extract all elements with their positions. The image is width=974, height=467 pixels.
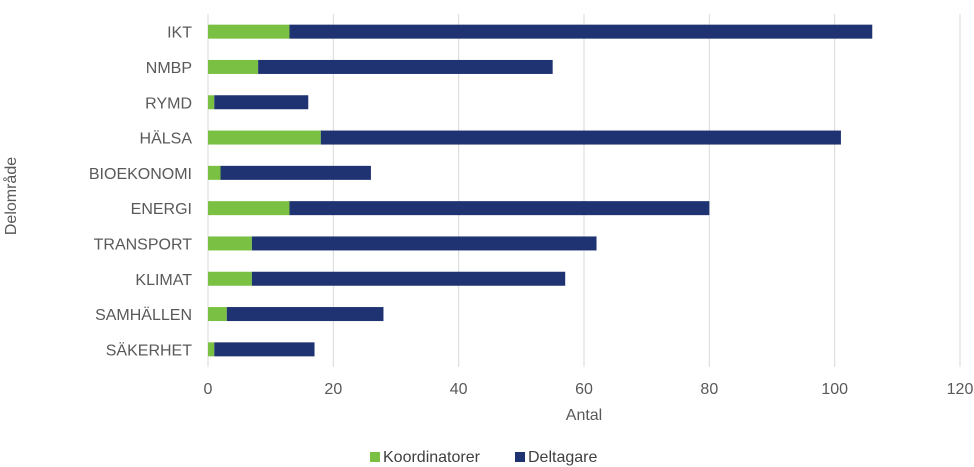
bar-deltagare-transport: [251, 236, 597, 251]
bar-deltagare-samhällen: [226, 307, 384, 322]
x-tick-label: 40: [450, 381, 468, 398]
bar-deltagare-rymd: [214, 95, 309, 110]
x-tick-label: 80: [700, 381, 718, 398]
category-labels: IKT NMBP RYMD HÄLSA BIOEKONOMI ENERGI TRANSPOR…: [89, 25, 192, 360]
bar-koordinatorer-energi: [208, 201, 290, 216]
bar-deltagare-bioekonomi: [220, 165, 371, 180]
bar-koordinatorer-bioekonomi: [208, 165, 221, 180]
category-label: HÄLSA: [140, 130, 193, 148]
bar-koordinatorer-samhällen: [208, 307, 227, 322]
bar-deltagare-säkerhet: [214, 342, 315, 357]
bar-koordinatorer-säkerhet: [208, 342, 215, 357]
bar-deltagare-ikt: [289, 24, 873, 39]
category-label: SÄKERHET: [106, 341, 192, 359]
y-axis-title: Delområde: [2, 157, 20, 235]
category-label: NMBP: [146, 60, 192, 77]
bar-deltagare-nmbp: [258, 59, 553, 74]
legend-swatch-koordinatorer: [370, 452, 380, 462]
bar-deltagare-klimat: [251, 271, 566, 286]
x-tick-label: 60: [575, 381, 593, 398]
legend-label-koordinatorer: Koordinatorer: [383, 449, 481, 466]
bar-deltagare-energi: [289, 201, 710, 216]
x-tick-label: 100: [821, 381, 848, 398]
x-tick-labels: 0 20 40 60 80 100 120: [204, 381, 974, 398]
bar-koordinatorer-hälsa: [208, 130, 321, 145]
category-label: BIOEKONOMI: [89, 166, 192, 183]
bar-koordinatorer-rymd: [208, 95, 215, 110]
category-label: SAMHÄLLEN: [95, 306, 192, 324]
category-label: IKT: [167, 25, 192, 42]
x-tick-label: 0: [204, 381, 213, 398]
category-label: TRANSPORT: [94, 236, 193, 253]
legend-label-deltagare: Deltagare: [528, 449, 597, 466]
x-axis-title: Antal: [566, 407, 602, 424]
bar-koordinatorer-nmbp: [208, 59, 259, 74]
legend: Koordinatorer Deltagare: [370, 449, 597, 466]
bar-koordinatorer-ikt: [208, 24, 290, 39]
bars: [208, 24, 873, 357]
bar-koordinatorer-transport: [208, 236, 252, 251]
x-tick-label: 20: [324, 381, 342, 398]
category-label: ENERGI: [131, 201, 192, 218]
category-label: KLIMAT: [135, 272, 192, 289]
bar-koordinatorer-klimat: [208, 271, 252, 286]
x-tick-label: 120: [947, 381, 974, 398]
legend-swatch-deltagare: [515, 452, 525, 462]
bar-deltagare-hälsa: [320, 130, 841, 145]
category-label: RYMD: [145, 95, 192, 112]
